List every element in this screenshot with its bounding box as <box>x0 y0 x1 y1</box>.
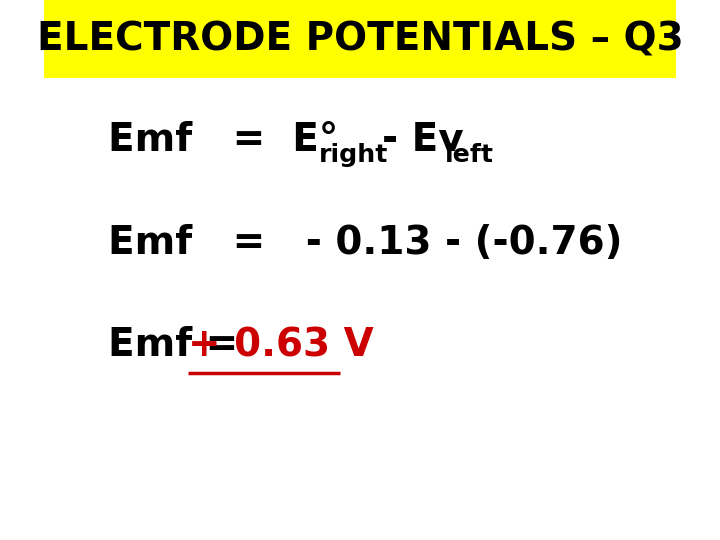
Text: - Ev: - Ev <box>382 121 464 159</box>
Text: Emf =: Emf = <box>107 326 251 364</box>
Text: ELECTRODE POTENTIALS – Q3: ELECTRODE POTENTIALS – Q3 <box>37 20 683 58</box>
Text: left: left <box>444 143 494 167</box>
Text: Emf   =  E°: Emf = E° <box>107 121 338 159</box>
Text: right: right <box>319 143 388 167</box>
FancyBboxPatch shape <box>45 0 675 78</box>
Text: + 0.63 V: + 0.63 V <box>189 326 374 364</box>
Text: Emf   =   - 0.13 - (-0.76): Emf = - 0.13 - (-0.76) <box>107 224 622 262</box>
